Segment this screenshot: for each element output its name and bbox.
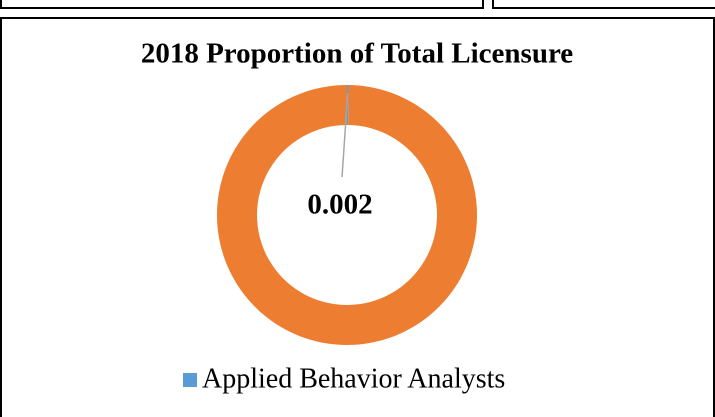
neighbor-panel <box>0 0 484 9</box>
legend-swatch <box>183 373 197 387</box>
data-label: 0.002 <box>307 189 372 221</box>
legend-label: Applied Behavior Analysts <box>202 363 505 394</box>
neighbor-panel <box>492 0 715 9</box>
leader-line <box>341 92 349 178</box>
chart-panel <box>0 17 715 417</box>
donut-slice <box>217 85 478 345</box>
chart-title: 2018 Proportion of Total Licensure <box>141 38 573 70</box>
